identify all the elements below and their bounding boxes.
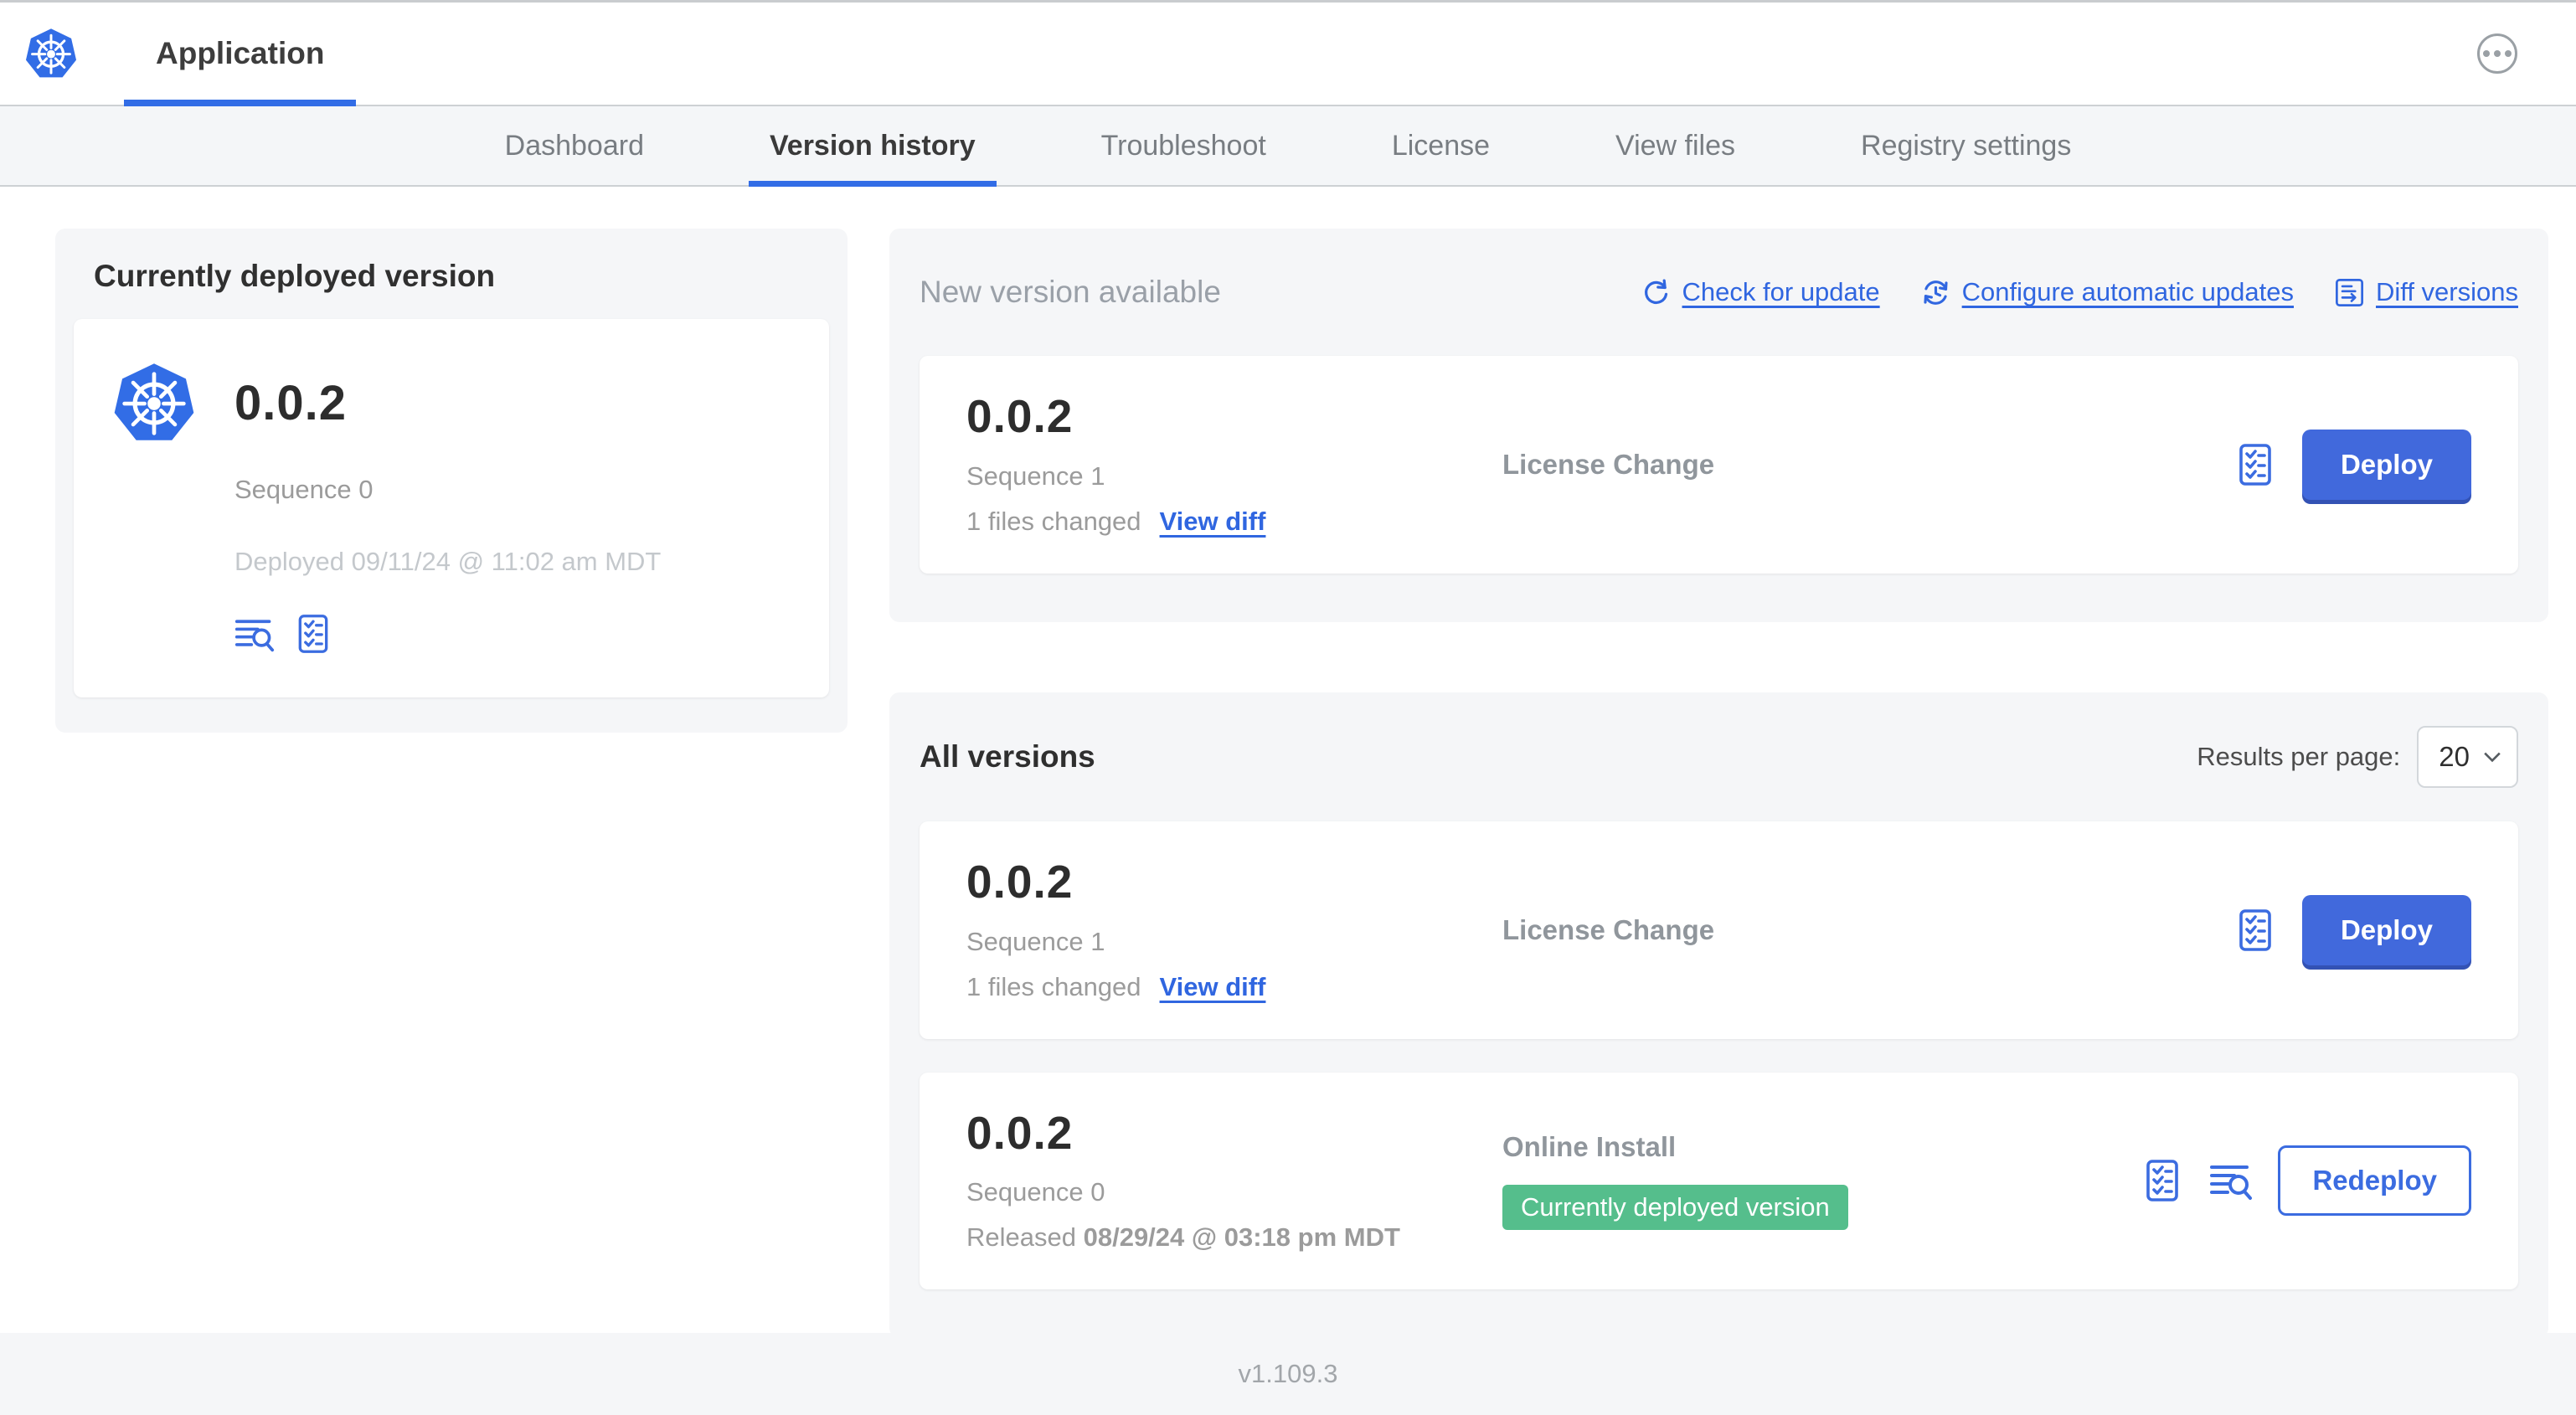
app-title: Application	[156, 36, 325, 70]
configure-automatic-updates-link[interactable]: Configure automatic updates	[1920, 277, 2294, 308]
app-footer: v1.109.3	[0, 1333, 2576, 1415]
current-version-number: 0.0.2	[234, 375, 347, 430]
files-changed-label: 1 files changed	[966, 506, 1141, 536]
redeploy-button[interactable]: Redeploy	[2278, 1145, 2471, 1217]
kubernetes-logo-icon	[24, 27, 78, 80]
version-number: 0.0.2	[966, 1106, 1074, 1159]
deploy-logs-icon	[2210, 1165, 2253, 1201]
check-for-update-link[interactable]: Check for update	[1641, 277, 1880, 308]
header-tab-application[interactable]: Application	[124, 3, 357, 106]
all-versions-title: All versions	[920, 738, 1095, 774]
preflight-checks-icon	[298, 615, 328, 653]
version-row: 0.0.2 Sequence 0 Released 08/29/24 @ 03:…	[920, 1072, 2518, 1290]
view-diff-link[interactable]: View diff	[1159, 506, 1266, 536]
diff-icon	[2336, 278, 2363, 306]
deploy-logs-button[interactable]	[234, 614, 275, 654]
deploy-button[interactable]: Deploy	[2301, 429, 2471, 500]
more-menu-button[interactable]	[2477, 33, 2517, 74]
new-version-panel: New version available Check for update	[889, 229, 2548, 622]
preflight-checks-button[interactable]	[2141, 1159, 2184, 1202]
version-history-page: Currently deployed version 0.0.2 Sequenc…	[0, 187, 2576, 1333]
currently-deployed-badge: Currently deployed version	[1502, 1185, 1848, 1231]
diff-versions-link[interactable]: Diff versions	[2334, 277, 2518, 308]
preflight-checks-icon	[2146, 1160, 2179, 1202]
tab-version-history[interactable]: Version history	[748, 106, 997, 187]
console-version: v1.109.3	[1238, 1359, 1338, 1388]
version-number: 0.0.2	[966, 390, 1074, 442]
current-version-sequence: Sequence 0	[234, 475, 374, 504]
version-sequence: Sequence 0	[966, 1177, 1105, 1207]
preflight-checks-icon	[2239, 444, 2271, 486]
version-sequence: Sequence 1	[966, 461, 1105, 491]
tab-view-files[interactable]: View files	[1615, 129, 1736, 162]
deploy-logs-icon	[234, 620, 275, 652]
new-version-card: 0.0.2 Sequence 1 1 files changed View di…	[920, 356, 2518, 574]
schedule-update-icon	[1924, 280, 1948, 305]
tab-registry-settings[interactable]: Registry settings	[1861, 129, 2072, 162]
current-version-title: Currently deployed version	[94, 259, 496, 293]
refresh-icon	[1644, 279, 1667, 304]
app-header: Application	[0, 3, 2576, 106]
version-released-date: Released 08/29/24 @ 03:18 pm MDT	[966, 1222, 1400, 1253]
chevron-down-icon	[2484, 752, 2501, 763]
version-source-label: License Change	[1502, 448, 1715, 480]
deploy-logs-button[interactable]	[2209, 1159, 2253, 1202]
results-per-page-label: Results per page:	[2197, 741, 2401, 771]
preflight-checks-icon	[2239, 908, 2271, 951]
version-number: 0.0.2	[966, 855, 1074, 908]
all-versions-panel: All versions Results per page: 20	[889, 692, 2548, 1333]
version-source-label: Online Install	[1502, 1131, 1677, 1163]
ellipsis-icon	[2483, 50, 2490, 57]
tab-dashboard[interactable]: Dashboard	[504, 129, 644, 162]
new-version-title: New version available	[920, 275, 1221, 309]
current-version-deployed-date: Deployed 09/11/24 @ 11:02 am MDT	[234, 547, 662, 576]
preflight-checks-button[interactable]	[2233, 908, 2277, 952]
deploy-button[interactable]: Deploy	[2301, 894, 2471, 965]
preflight-checks-button[interactable]	[293, 614, 333, 654]
files-changed-label: 1 files changed	[966, 971, 1141, 1001]
kubernetes-logo-icon	[111, 359, 198, 446]
results-per-page-select[interactable]: 20	[2417, 725, 2518, 788]
version-sequence: Sequence 1	[966, 926, 1105, 956]
preflight-checks-button[interactable]	[2233, 443, 2277, 486]
results-per-page-value: 20	[2439, 740, 2470, 772]
version-source-label: License Change	[1502, 913, 1715, 945]
current-version-panel: Currently deployed version 0.0.2 Sequenc…	[55, 229, 848, 733]
view-diff-link[interactable]: View diff	[1159, 971, 1266, 1001]
current-version-card: 0.0.2 Sequence 0 Deployed 09/11/24 @ 11:…	[74, 319, 829, 697]
tab-license[interactable]: License	[1391, 129, 1491, 162]
version-row: 0.0.2 Sequence 1 1 files changed View di…	[920, 821, 2518, 1039]
tab-troubleshoot[interactable]: Troubleshoot	[1100, 129, 1266, 162]
right-column: New version available Check for update	[889, 229, 2548, 1333]
app-subnav: Dashboard Version history Troubleshoot L…	[0, 106, 2576, 187]
